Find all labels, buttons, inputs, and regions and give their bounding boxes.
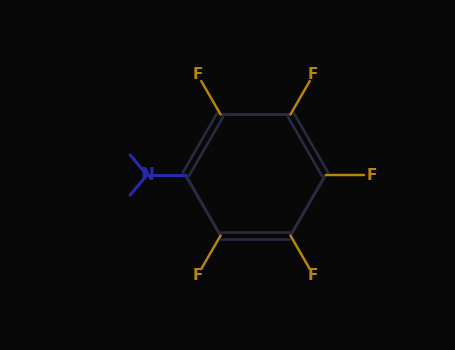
Text: F: F bbox=[367, 168, 377, 182]
Text: N: N bbox=[140, 166, 154, 184]
Text: F: F bbox=[192, 67, 203, 82]
Text: F: F bbox=[308, 67, 318, 82]
Text: F: F bbox=[308, 268, 318, 283]
Text: F: F bbox=[192, 268, 203, 283]
